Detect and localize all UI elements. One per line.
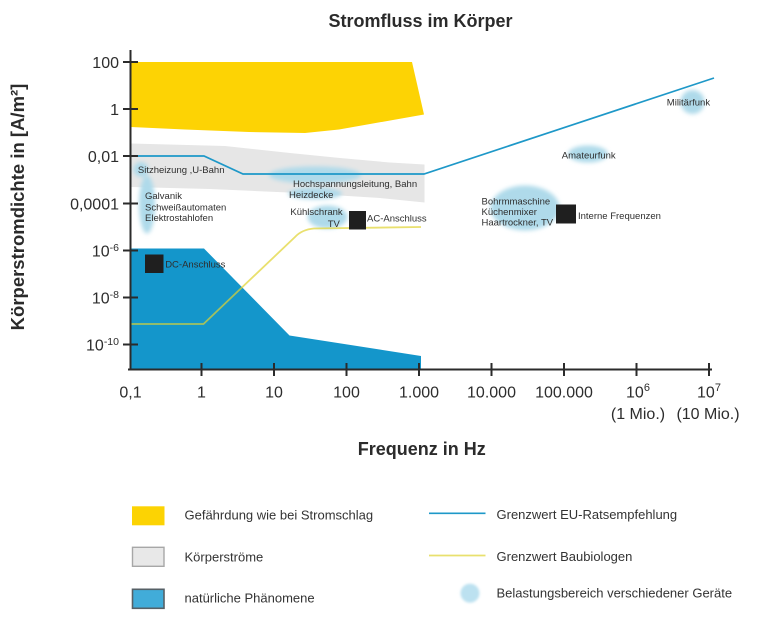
svg-text:AC-Anschluss: AC-Anschluss xyxy=(367,214,427,225)
svg-text:1: 1 xyxy=(197,385,206,402)
svg-text:(1 Mio.): (1 Mio.) xyxy=(611,406,665,423)
svg-text:Schweißautomaten: Schweißautomaten xyxy=(145,202,226,213)
svg-text:Körperstromdichte in [A/m²]: Körperstromdichte in [A/m²] xyxy=(7,84,28,331)
svg-text:Grenzwert EU-Ratsempfehlung: Grenzwert EU-Ratsempfehlung xyxy=(497,507,678,522)
svg-text:Hochspannungsleitung, Bahn: Hochspannungsleitung, Bahn xyxy=(293,179,417,190)
svg-text:100.000: 100.000 xyxy=(535,385,593,402)
svg-text:1: 1 xyxy=(110,102,119,119)
svg-text:Galvanik: Galvanik xyxy=(145,191,182,202)
svg-text:Haartrockner, TV: Haartrockner, TV xyxy=(482,218,554,229)
svg-text:Küchenmixer: Küchenmixer xyxy=(482,207,537,218)
svg-text:100: 100 xyxy=(333,385,360,402)
svg-text:Militärfunk: Militärfunk xyxy=(667,97,711,108)
svg-text:1.000: 1.000 xyxy=(399,385,439,402)
svg-text:Sitzheizung ,U-Bahn: Sitzheizung ,U-Bahn xyxy=(138,165,225,176)
svg-text:0,01: 0,01 xyxy=(88,149,119,166)
svg-text:10: 10 xyxy=(265,385,283,402)
svg-text:Frequenz in Hz: Frequenz in Hz xyxy=(358,439,486,459)
svg-text:Bohrmmaschine: Bohrmmaschine xyxy=(482,196,551,207)
svg-text:TV: TV xyxy=(328,219,341,230)
svg-text:(10 Mio.): (10 Mio.) xyxy=(676,406,739,423)
svg-text:Kühlschrank: Kühlschrank xyxy=(290,207,343,218)
svg-text:100: 100 xyxy=(92,55,119,72)
svg-text:0,1: 0,1 xyxy=(119,385,141,402)
svg-text:Stromfluss im Körper: Stromfluss im Körper xyxy=(328,11,512,31)
svg-text:Amateurfunk: Amateurfunk xyxy=(562,150,616,161)
svg-text:0,0001: 0,0001 xyxy=(70,196,119,213)
svg-text:Belastungsbereich verschiedene: Belastungsbereich verschiedener Geräte xyxy=(497,586,733,601)
svg-text:Heizdecke: Heizdecke xyxy=(289,190,333,201)
svg-text:Gefährdung wie bei Stromschlag: Gefährdung wie bei Stromschlag xyxy=(185,507,374,522)
svg-text:Grenzwert Baubiologen: Grenzwert Baubiologen xyxy=(497,549,633,564)
svg-text:Elektrostahlofen: Elektrostahlofen xyxy=(145,213,213,224)
svg-text:Interne Frequenzen: Interne Frequenzen xyxy=(578,211,661,222)
svg-text:Körperströme: Körperströme xyxy=(185,549,264,564)
svg-text:natürliche Phänomene: natürliche Phänomene xyxy=(185,591,315,606)
svg-text:DC-Anschluss: DC-Anschluss xyxy=(165,259,225,270)
svg-text:10.000: 10.000 xyxy=(467,385,516,402)
